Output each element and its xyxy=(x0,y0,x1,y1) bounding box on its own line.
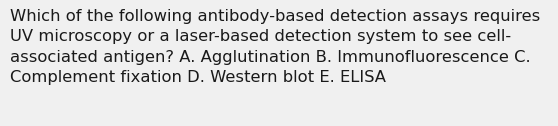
Text: Which of the following antibody-based detection assays requires
UV microscopy or: Which of the following antibody-based de… xyxy=(10,9,540,85)
